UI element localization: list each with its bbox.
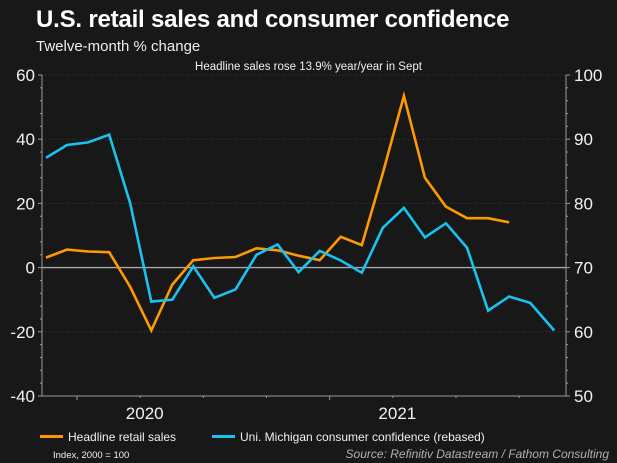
right-axis-tick-label: 90	[574, 130, 593, 149]
chart-subtitle: Twelve-month % change	[36, 38, 201, 55]
chart-annotation: Headline sales rose 13.9% year/year in S…	[195, 61, 422, 73]
x-axis-tick-label: 2021	[378, 404, 416, 423]
x-axis-tick-label: 2020	[126, 404, 164, 423]
right-axis-tick-label: 50	[574, 387, 593, 406]
left-axis-tick-label: 0	[26, 259, 35, 278]
legend-label-retail: Headline retail sales	[68, 430, 177, 444]
left-axis-tick-label: 20	[16, 194, 35, 213]
legend-item-retail: Headline retail sales	[40, 430, 176, 444]
legend-swatch-retail	[40, 435, 63, 439]
tick-labels: 60 40 20 0 -20 -40 100 90 80 70 60 50 2020 2021	[10, 66, 602, 423]
left-axis-tick-label: 60	[16, 66, 35, 85]
axes	[38, 74, 570, 400]
right-axis-tick-label: 80	[574, 194, 593, 213]
left-axis-tick-label: -20	[10, 323, 35, 342]
gridlines	[42, 74, 566, 333]
left-axis-tick-label: 40	[16, 130, 35, 149]
legend-item-confidence: Uni. Michigan consumer confidence (rebas…	[212, 430, 485, 444]
series-line-consumer-confidence	[45, 133, 556, 332]
series-line-retail-sales	[45, 90, 510, 334]
index-note: Index, 2000 = 100	[53, 450, 130, 461]
right-axis-tick-label: 100	[574, 66, 602, 85]
legend-label-confidence: Uni. Michigan consumer confidence (rebas…	[240, 430, 485, 444]
right-axis-tick-label: 70	[574, 259, 593, 278]
source-credit: Source: Refinitiv Datastream / Fathom Co…	[345, 447, 609, 461]
series-lines	[45, 90, 556, 334]
left-axis-tick-label: -40	[10, 387, 35, 406]
legend-swatch-confidence	[212, 435, 235, 439]
chart-title: U.S. retail sales and consumer confidenc…	[36, 6, 510, 33]
right-axis-tick-label: 60	[574, 323, 593, 342]
